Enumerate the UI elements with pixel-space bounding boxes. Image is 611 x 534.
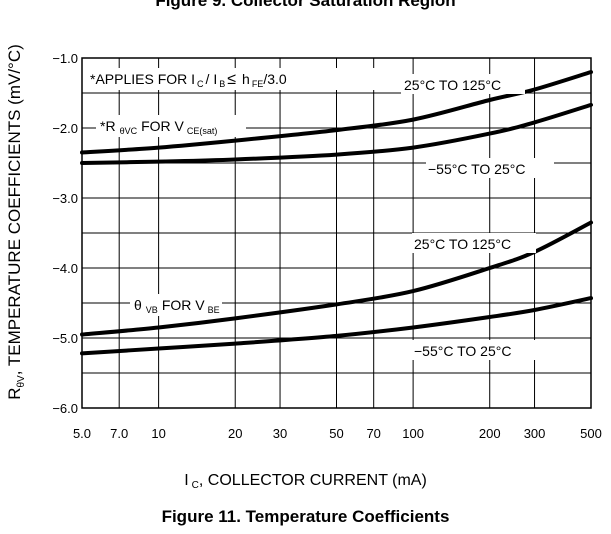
tick-labels: 5.0 7.0 10 20 30 50 70 100 200 300 500 −1.0 −2.0 −3.0…: [52, 51, 602, 441]
series-line-1: [80, 102, 593, 165]
series-label-vc-cold: −55°C TO 25°C: [426, 158, 554, 178]
y-tick-label-4: −5.0: [52, 331, 78, 346]
svg-text:−55°C TO 25°C: −55°C TO 25°C: [428, 161, 525, 177]
svg-text:−55°C TO 25°C: −55°C TO 25°C: [414, 343, 511, 359]
x-tick-label-4: 30: [273, 426, 287, 441]
x-tick-label-5: 50: [329, 426, 343, 441]
x-tick-label-1: 7.0: [110, 426, 128, 441]
x-tick-label-7: 100: [402, 426, 424, 441]
x-axis-title: I C, COLLECTOR CURRENT (mA): [184, 472, 427, 491]
series-label-vc-hot: 25°C TO 125°C: [401, 74, 525, 94]
rvc-annotation: *R θVC FOR V CE(sat): [96, 115, 246, 137]
svg-text:25°C TO 125°C: 25°C TO 125°C: [404, 77, 501, 93]
x-tick-label-9: 300: [524, 426, 546, 441]
series-line-3: [80, 296, 593, 356]
y-tick-label-3: −4.0: [52, 261, 78, 276]
svg-text:*APPLIES FOR IC/ IB≤hFE/3.0: *APPLIES FOR I C / I B ≤ h FE/3.0: [90, 71, 287, 89]
x-tick-label-0: 5.0: [73, 426, 91, 441]
y-tick-label-0: −1.0: [52, 51, 78, 66]
applies-annotation: *APPLIES FOR I C / I B ≤ h FE/3.0: [86, 68, 388, 90]
series-label-vb-hot: 25°C TO 125°C: [412, 233, 536, 253]
x-tick-label-6: 70: [366, 426, 380, 441]
y-axis-title: RθV, TEMPERATURE COEFFICIENTS (mV/°C): [5, 44, 27, 400]
x-tick-label-10: 500: [580, 426, 602, 441]
y-tick-label-1: −2.0: [52, 121, 78, 136]
x-tick-label-8: 200: [479, 426, 501, 441]
plot-frame: [81, 57, 592, 409]
figure-caption: Figure 11. Temperature Coefficients: [161, 507, 450, 526]
svg-text:25°C TO 125°C: 25°C TO 125°C: [414, 236, 511, 252]
previous-figure-caption: Figure 9. Collector Saturation Region: [155, 0, 456, 10]
x-tick-label-3: 20: [228, 426, 242, 441]
y-tick-label-5: −6.0: [52, 401, 78, 416]
x-tick-label-2: 10: [151, 426, 165, 441]
y-tick-label-2: −3.0: [52, 191, 78, 206]
series-label-vb-cold: −55°C TO 25°C: [412, 340, 540, 360]
series-line-2: [80, 220, 593, 337]
vb-annotation: θ VB FOR V BE: [130, 294, 222, 316]
